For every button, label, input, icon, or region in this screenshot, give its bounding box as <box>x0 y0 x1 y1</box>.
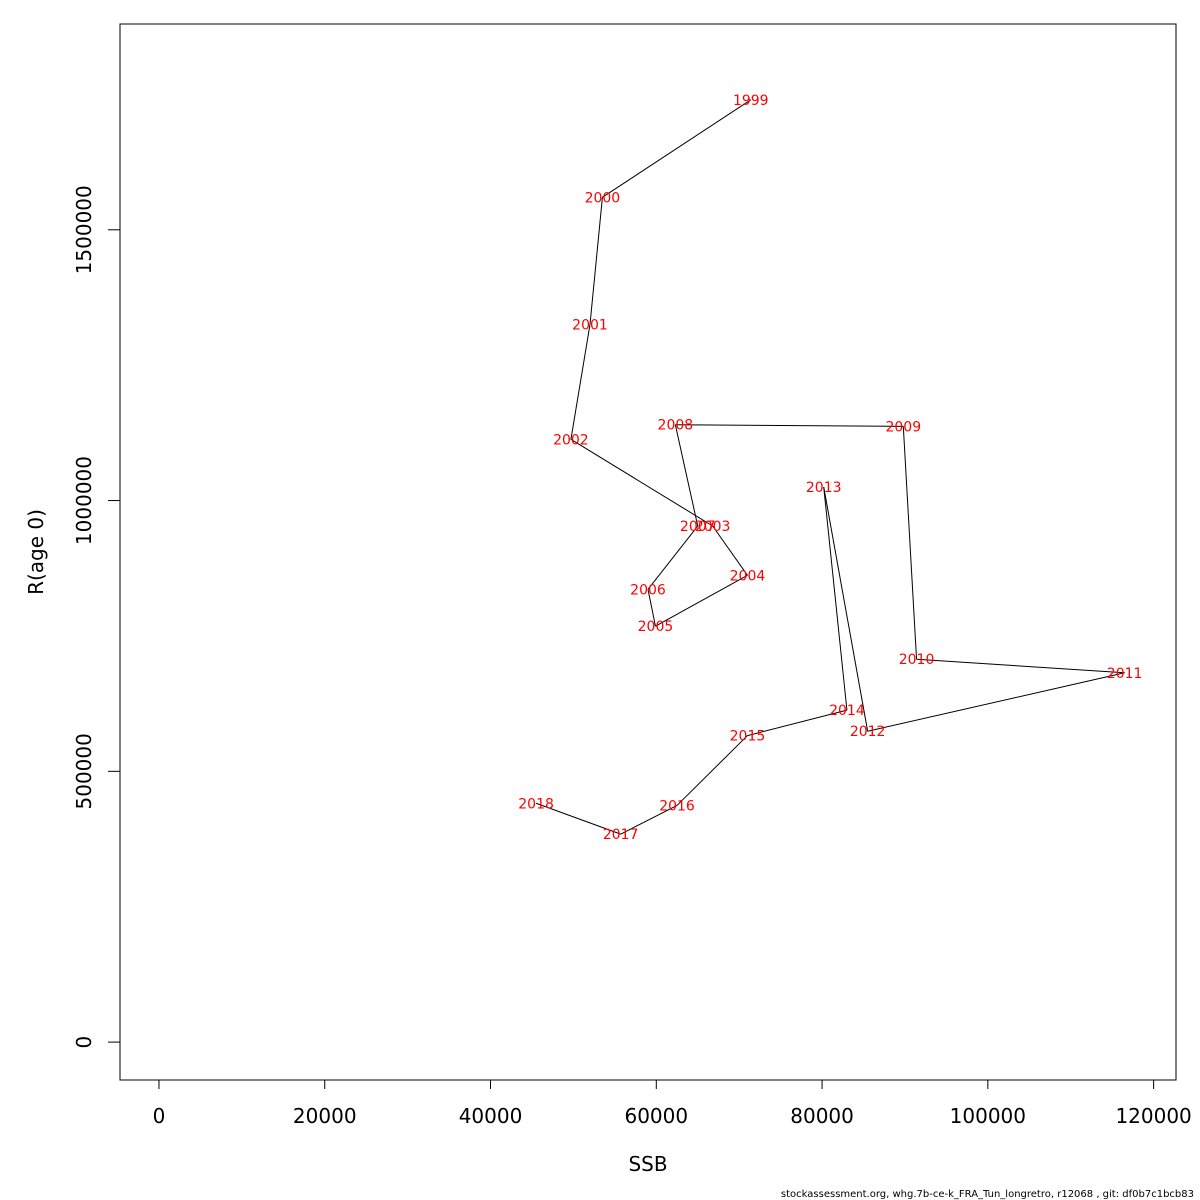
y-tick-label: 1000000 <box>72 456 96 545</box>
year-labels: 1999 2000 2001 2002 2003 2004 2005 2006 2007 2008… <box>518 93 1142 843</box>
trajectory-segment <box>570 438 713 527</box>
year-label: 2013 <box>806 480 842 496</box>
trajectory-segment <box>570 324 591 440</box>
trajectory-segment <box>867 672 1125 732</box>
trajectory-segment <box>916 658 1125 674</box>
year-label: 2006 <box>630 582 666 598</box>
trajectory-segment <box>823 486 869 732</box>
x-axis-title: SSB <box>628 1152 667 1176</box>
trajectory-segment <box>675 424 904 427</box>
trajectory-segment <box>647 589 656 627</box>
trajectory-segment <box>712 525 748 576</box>
y-axis: 0 500000 1000000 1500000 <box>72 185 121 1049</box>
year-label: 2015 <box>730 729 766 745</box>
year-label: 2017 <box>603 827 639 843</box>
trajectory-segment <box>655 574 748 627</box>
year-label: 2009 <box>885 419 921 435</box>
year-label: 2011 <box>1107 666 1143 682</box>
year-label: 2002 <box>553 432 589 448</box>
trajectory-segment <box>902 426 918 660</box>
y-tick-label: 0 <box>72 1036 96 1049</box>
trajectory-segment <box>674 424 699 527</box>
trajectory-segment <box>602 99 752 198</box>
year-label: 2005 <box>638 619 674 635</box>
year-label: 2012 <box>850 724 886 740</box>
year-label: 2001 <box>572 318 608 334</box>
sr-trajectory <box>535 99 1125 835</box>
trajectory-segment <box>620 804 678 835</box>
x-tick-label: 100000 <box>950 1104 1026 1128</box>
footer-credit: stockassessment.org, whg.7b-ce-k_FRA_Tun… <box>780 1189 1194 1200</box>
year-label: 2014 <box>829 703 865 719</box>
x-axis: 0 20000 40000 60000 80000 100000 120000 <box>153 1079 1192 1128</box>
trajectory-segment <box>823 486 848 711</box>
year-label: 2007 <box>680 519 716 535</box>
x-tick-label: 20000 <box>293 1104 357 1128</box>
x-tick-label: 0 <box>153 1104 166 1128</box>
plot-frame <box>119 23 1177 1081</box>
y-axis-title: R(age 0) <box>24 509 48 595</box>
y-tick-label: 500000 <box>72 733 96 809</box>
x-tick-label: 120000 <box>1115 1104 1191 1128</box>
y-tick-label: 1500000 <box>72 185 96 274</box>
trajectory-segment <box>535 802 621 835</box>
x-tick-label: 60000 <box>624 1104 688 1128</box>
trajectory-segment <box>647 525 699 590</box>
year-label: 1999 <box>733 93 769 109</box>
year-label: 2010 <box>899 652 935 668</box>
year-label: 2008 <box>658 418 694 434</box>
trajectory-segment <box>589 197 603 325</box>
year-label: 2000 <box>585 190 621 206</box>
year-label: 2016 <box>659 798 695 814</box>
year-label: 2003 <box>695 519 731 535</box>
year-label: 2004 <box>730 568 766 584</box>
trajectory-segment <box>747 709 848 737</box>
x-tick-label: 40000 <box>459 1104 523 1128</box>
trajectory-segment <box>676 735 748 806</box>
x-tick-label: 80000 <box>790 1104 854 1128</box>
year-label: 2018 <box>518 796 554 812</box>
